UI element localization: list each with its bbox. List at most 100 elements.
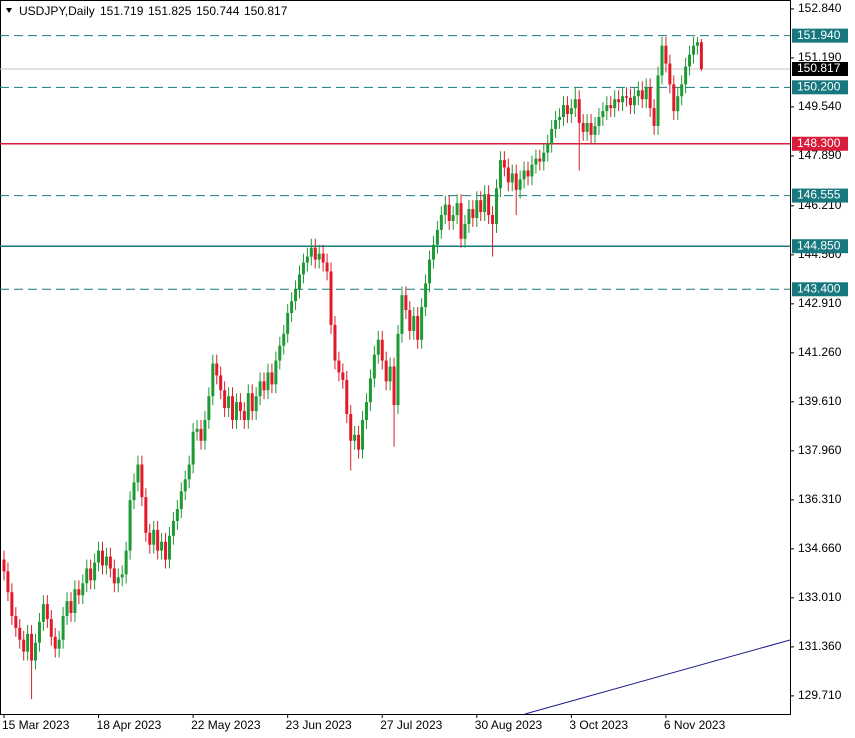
candle-body	[412, 316, 416, 331]
candle-body	[305, 256, 309, 263]
x-tick-label: 22 May 2023	[191, 718, 261, 732]
candle-body	[219, 375, 223, 391]
x-tick-label: 3 Oct 2023	[569, 718, 628, 732]
candle-body	[215, 363, 219, 376]
x-tick-label: 27 Jul 2023	[380, 718, 442, 732]
candle-body	[648, 87, 652, 109]
candle-body	[317, 253, 321, 260]
candle-body	[577, 99, 581, 123]
candle-body	[380, 339, 384, 361]
candle-body	[18, 627, 22, 640]
y-tick-label: 141.260	[798, 345, 842, 359]
candle-body	[112, 568, 116, 584]
candle-body	[171, 520, 175, 536]
candle-body	[510, 173, 514, 183]
menu-arrow[interactable]	[6, 8, 12, 13]
candle-body	[538, 158, 542, 162]
y-tick-label: 136.310	[798, 492, 842, 506]
candle-body	[420, 307, 424, 340]
candle-body	[250, 393, 254, 412]
candle-body	[10, 592, 14, 616]
current-price-label: 150.817	[797, 61, 841, 75]
candle-body	[37, 621, 41, 643]
candle-body	[384, 360, 388, 382]
candle-body	[313, 247, 317, 260]
candle-body	[640, 90, 644, 100]
candle-body	[341, 372, 345, 380]
candle-body	[345, 379, 349, 415]
candle-body	[325, 262, 329, 272]
level-tag	[792, 28, 848, 43]
level-tag	[792, 282, 848, 297]
plot-frame	[0, 0, 791, 715]
level-label: 148.300	[797, 136, 841, 150]
candle-body	[632, 96, 636, 106]
candle-body	[353, 434, 357, 441]
candle-body	[337, 360, 341, 373]
candle-body	[475, 200, 479, 219]
candle-body	[506, 167, 510, 183]
candle-body	[278, 345, 282, 361]
candle-body	[301, 262, 305, 275]
candle-body	[613, 99, 617, 109]
candle-body	[625, 96, 629, 98]
candle-body	[617, 99, 621, 103]
candle-body	[101, 550, 104, 566]
candle-body	[175, 509, 179, 521]
candle-body	[408, 310, 412, 331]
candle-body	[286, 313, 290, 334]
candle-body	[684, 66, 688, 85]
candle-body	[372, 354, 376, 379]
candle-body	[73, 589, 77, 614]
candle-body	[561, 105, 565, 118]
candle-body	[431, 244, 435, 260]
candle-body	[396, 333, 400, 406]
y-tick-label: 149.540	[798, 99, 842, 113]
candle-body	[652, 108, 656, 126]
candle-body	[274, 360, 278, 385]
candle-body	[692, 45, 695, 55]
candle-body	[34, 642, 38, 661]
candle-body	[108, 556, 112, 569]
candle-body	[357, 434, 361, 450]
level-tag	[792, 136, 848, 151]
current-price-tag	[792, 61, 848, 76]
level-label: 151.940	[797, 28, 841, 42]
y-tick-label: 134.660	[798, 541, 842, 555]
y-tick-label: 152.840	[798, 1, 842, 15]
candle-body	[124, 550, 128, 575]
candle-body	[542, 152, 546, 162]
x-tick-label: 6 Nov 2023	[664, 718, 726, 732]
candle-body	[364, 402, 368, 420]
candle-body	[53, 636, 57, 649]
candle-body	[550, 128, 554, 144]
candle-body	[349, 414, 353, 441]
candle-body	[266, 372, 270, 391]
candle-body	[30, 633, 34, 661]
level-label: 150.200	[797, 79, 841, 93]
candle-body	[128, 500, 132, 551]
candle-body	[471, 209, 475, 219]
candle-body	[85, 568, 89, 584]
candle-body	[2, 559, 6, 572]
candle-body	[227, 396, 231, 409]
candle-body	[207, 396, 211, 420]
candle-body	[152, 529, 156, 545]
candle-body	[120, 574, 124, 578]
y-tick-label: 137.960	[798, 443, 842, 457]
x-tick-label: 15 Mar 2023	[2, 718, 70, 732]
candle-body	[179, 491, 183, 510]
candle-body	[573, 99, 577, 109]
trend-line	[524, 639, 791, 715]
candle-body	[621, 96, 625, 103]
candle-body	[609, 105, 613, 109]
candle-body	[699, 42, 703, 69]
candle-body	[329, 271, 333, 325]
candle-body	[597, 117, 601, 126]
candle-body	[298, 274, 301, 290]
candle-body	[140, 464, 144, 498]
level-tag	[792, 188, 848, 203]
header-high: 151.825	[148, 4, 192, 18]
candle-body	[688, 54, 692, 67]
candle-body	[93, 562, 97, 581]
